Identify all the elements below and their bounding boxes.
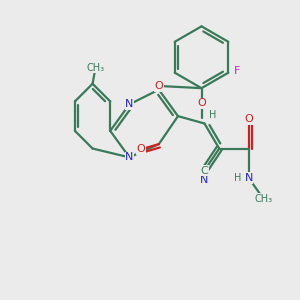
Text: H: H	[234, 173, 241, 183]
Text: O: O	[154, 81, 163, 91]
Text: CH₃: CH₃	[86, 63, 105, 73]
Text: N: N	[200, 175, 209, 185]
Text: N: N	[244, 173, 253, 183]
Text: C: C	[201, 166, 208, 176]
Text: O: O	[136, 144, 145, 154]
Text: O: O	[197, 98, 206, 109]
Text: F: F	[234, 66, 240, 76]
Text: H: H	[209, 110, 216, 120]
Text: N: N	[125, 152, 134, 162]
Text: CH₃: CH₃	[254, 194, 272, 204]
Text: O: O	[244, 114, 253, 124]
Text: N: N	[125, 99, 134, 110]
